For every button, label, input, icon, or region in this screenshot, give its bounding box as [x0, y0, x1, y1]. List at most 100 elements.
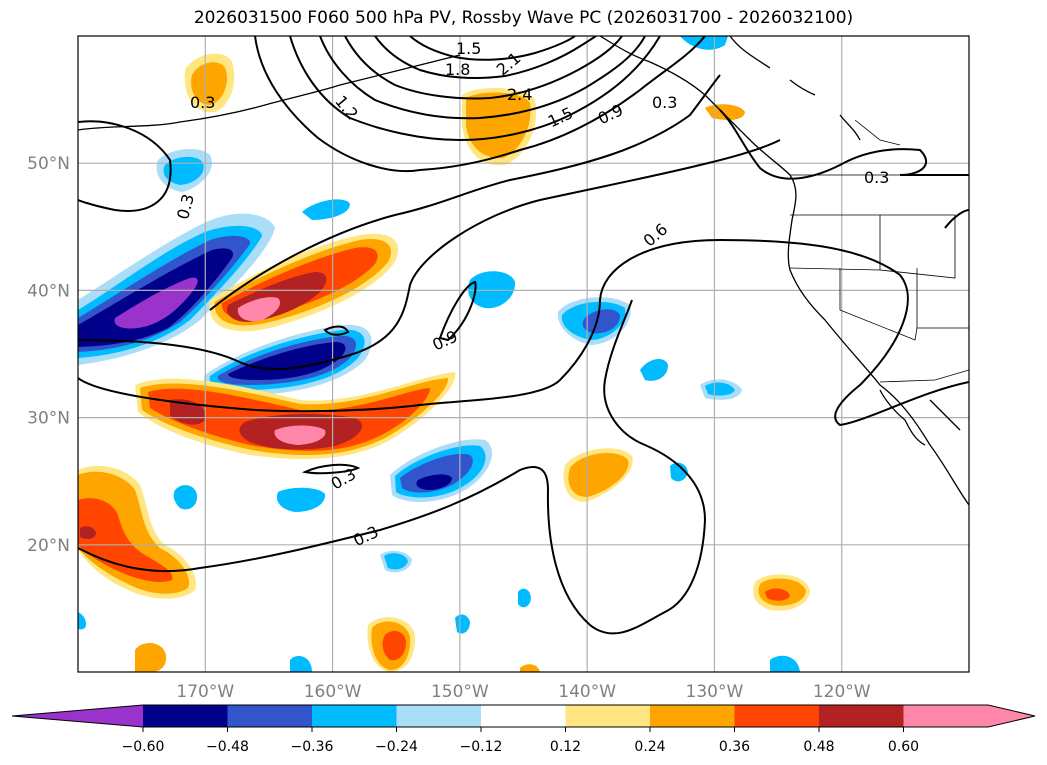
colorbar-segment: [734, 705, 820, 727]
lon-tick-label: 170°W: [176, 682, 234, 702]
colorbar-segment: [143, 705, 228, 727]
colorbar-segment: [565, 705, 651, 727]
lat-tick-label: 40°N: [27, 281, 70, 301]
contour-line: [323, 325, 350, 336]
negative-blob-small: [455, 614, 470, 634]
positive-blob-sw: [80, 526, 96, 539]
border-state: [789, 214, 881, 271]
colorbar-tick-label: 0.12: [550, 739, 581, 755]
colorbar-segment: [819, 705, 904, 727]
contour-line: [301, 463, 361, 475]
positive-blob-small: [765, 588, 790, 601]
negative-blob-small: [290, 656, 312, 672]
negative-blob-small: [640, 358, 668, 381]
colorbar-tick-label: 0.60: [888, 739, 919, 755]
colorbar-segment: [481, 705, 566, 727]
border-state: [854, 119, 901, 146]
colorbar-tick-label: −0.60: [122, 739, 165, 755]
positive-blob-small: [135, 643, 167, 672]
negative-blob-sw: [78, 612, 87, 630]
contour-line: [254, 36, 706, 172]
negative-blob-small: [705, 382, 735, 396]
negative-blob-small: [518, 588, 531, 608]
contour-label: 0.3: [350, 522, 381, 550]
coastline-fragment: [839, 114, 861, 141]
colorbar-segment: [396, 705, 482, 727]
contour-label: 1.5: [456, 39, 481, 58]
lon-tick-label: 150°W: [431, 682, 489, 702]
positive-blob-nw: [191, 62, 228, 105]
colorbar-extend-min: [12, 705, 143, 727]
border-state: [879, 214, 956, 279]
negative-blob-central: [416, 474, 452, 490]
coastline-fragment: [789, 79, 816, 96]
border-state: [839, 268, 969, 341]
colorbar-tick-label: −0.24: [375, 739, 418, 755]
lon-tick-label: 160°W: [304, 682, 362, 702]
lon-tick-label: 130°W: [686, 682, 744, 702]
colorbar-tick-label: 0.48: [803, 739, 834, 755]
contour-line: [944, 209, 969, 229]
coastlines: [78, 36, 969, 506]
negative-blob-nw: [163, 156, 204, 185]
colorbar-segment: [227, 705, 313, 727]
positive-blob-sw: [78, 498, 173, 583]
negative-blob-small: [670, 462, 688, 482]
lon-tick-label: 140°W: [558, 682, 616, 702]
map-title: 2026031500 F060 500 hPa PV, Rossby Wave …: [193, 8, 854, 28]
contour-label: 1.2: [331, 92, 362, 124]
positive-band-30n: [274, 425, 326, 445]
negative-band-35n: [228, 342, 346, 380]
pv-shading: [78, 36, 810, 672]
colorbar-segment: [903, 705, 989, 727]
border-us-mexico: [879, 369, 969, 383]
contour-label: 0.3: [864, 168, 889, 187]
political-borders: [789, 119, 969, 383]
contour-label: 0.3: [190, 93, 215, 112]
colorbar-segment: [312, 705, 397, 727]
coastline-fragment: [879, 389, 926, 446]
latitude-labels: 20°N 30°N 40°N 50°N: [27, 154, 70, 556]
colorbar-extend-max: [988, 705, 1035, 727]
lat-tick-label: 50°N: [27, 154, 70, 174]
negative-blob-small: [384, 553, 408, 570]
contour-line: [209, 74, 721, 311]
colorbar-tick-label: 0.24: [634, 739, 665, 755]
positive-blob-small: [568, 453, 629, 497]
contour-label: 0.3: [652, 93, 677, 112]
longitude-labels: 170°W 160°W 150°W 140°W 130°W 120°W: [176, 682, 870, 702]
contour-line: [78, 139, 781, 371]
contour-line: [319, 36, 646, 120]
contour-line: [438, 280, 477, 342]
positive-blob-small: [382, 630, 406, 661]
positive-band-40n: [237, 297, 281, 322]
contour-label: 0.3: [173, 192, 198, 222]
coastline-fragment: [729, 36, 771, 69]
colorbar-tick-label: −0.48: [206, 739, 249, 755]
contour-label: 2.1: [493, 48, 525, 79]
negative-blob-small: [680, 36, 728, 50]
colorbar-tick-label: 0.36: [719, 739, 750, 755]
negative-blob-small: [173, 485, 198, 510]
graticule: [78, 36, 969, 672]
coastline-alaska: [78, 54, 461, 131]
contour-label: 1.8: [445, 60, 470, 79]
positive-blob-small: [520, 664, 540, 672]
negative-blob-small: [276, 487, 326, 512]
colorbar-tick-label: −0.12: [460, 739, 503, 755]
positive-blob-small: [466, 92, 531, 159]
coastline-fragment: [929, 399, 961, 431]
contour-label: 1.5: [545, 103, 576, 131]
contour-line: [374, 36, 597, 79]
negative-blob-small: [582, 309, 620, 334]
colorbar: −0.60 −0.48 −0.36 −0.24 −0.12 0.12 0.24 0.36 0.4…: [11, 704, 1036, 755]
colorbar-tick-label: −0.36: [291, 739, 334, 755]
lat-tick-label: 20°N: [27, 536, 70, 556]
plot-frame: [77, 35, 970, 673]
lon-tick-label: 120°W: [813, 682, 871, 702]
negative-blob-small: [468, 271, 516, 309]
contour-line: [78, 238, 969, 427]
lat-tick-label: 30°N: [27, 409, 70, 429]
contour-label: 2.4: [507, 85, 532, 104]
